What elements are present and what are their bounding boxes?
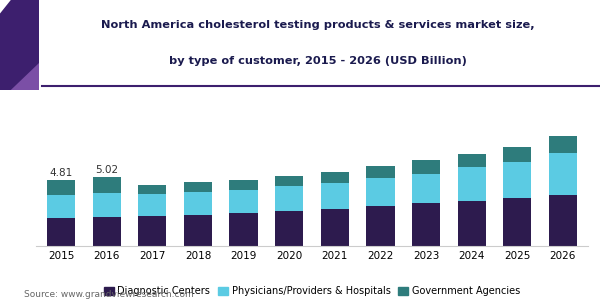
Bar	[229, 180, 258, 190]
Bar	[229, 190, 258, 213]
Bar	[92, 193, 121, 217]
Bar	[138, 216, 166, 246]
Bar	[47, 180, 75, 195]
Bar	[458, 154, 486, 167]
Bar	[275, 211, 304, 246]
Bar	[275, 186, 304, 211]
Bar	[412, 174, 440, 203]
Text: 4.81: 4.81	[49, 168, 73, 178]
Bar	[503, 147, 532, 162]
Text: 5.02: 5.02	[95, 165, 118, 175]
Bar	[184, 215, 212, 246]
Bar	[92, 177, 121, 193]
Bar	[412, 160, 440, 174]
Bar	[229, 213, 258, 246]
Bar	[184, 192, 212, 215]
Bar	[503, 162, 532, 198]
Bar	[275, 176, 304, 186]
Bar	[458, 167, 486, 201]
Bar	[47, 218, 75, 246]
Bar	[184, 182, 212, 192]
Bar	[458, 201, 486, 246]
Bar	[549, 153, 577, 195]
Bar	[549, 136, 577, 153]
Bar	[320, 183, 349, 209]
Text: North America cholesterol testing products & services market size,: North America cholesterol testing produc…	[101, 20, 535, 30]
Legend: Diagnostic Centers, Physicians/Providers & Hospitals, Government Agencies: Diagnostic Centers, Physicians/Providers…	[100, 283, 524, 300]
Polygon shape	[0, 0, 39, 90]
Bar	[503, 198, 532, 246]
Bar	[549, 195, 577, 246]
Bar	[412, 203, 440, 246]
Bar	[320, 172, 349, 183]
Bar	[366, 206, 395, 246]
Bar	[320, 209, 349, 246]
Bar	[138, 194, 166, 216]
Text: Source: www.grandviewresearch.com: Source: www.grandviewresearch.com	[24, 290, 194, 299]
Bar	[138, 185, 166, 194]
Bar	[366, 167, 395, 178]
Bar	[92, 217, 121, 246]
Bar	[47, 195, 75, 218]
Bar	[366, 178, 395, 206]
Polygon shape	[0, 63, 39, 90]
Text: by type of customer, 2015 - 2026 (USD Billion): by type of customer, 2015 - 2026 (USD Bi…	[169, 56, 467, 66]
